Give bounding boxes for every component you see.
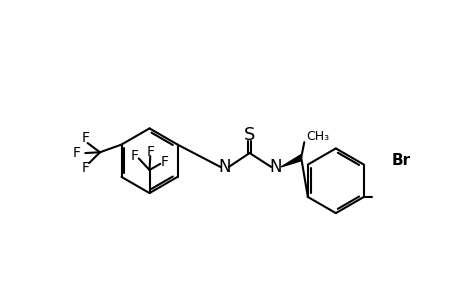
Text: F: F — [82, 161, 90, 175]
Text: S: S — [243, 126, 255, 144]
Text: F: F — [160, 154, 168, 169]
Polygon shape — [280, 154, 301, 167]
Text: CH₃: CH₃ — [306, 130, 329, 142]
Text: N: N — [218, 158, 230, 176]
Text: F: F — [82, 130, 90, 145]
Text: F: F — [131, 149, 139, 163]
Text: Br: Br — [391, 153, 409, 168]
Text: F: F — [73, 146, 81, 160]
Text: N: N — [269, 158, 281, 176]
Text: F: F — [146, 145, 154, 158]
